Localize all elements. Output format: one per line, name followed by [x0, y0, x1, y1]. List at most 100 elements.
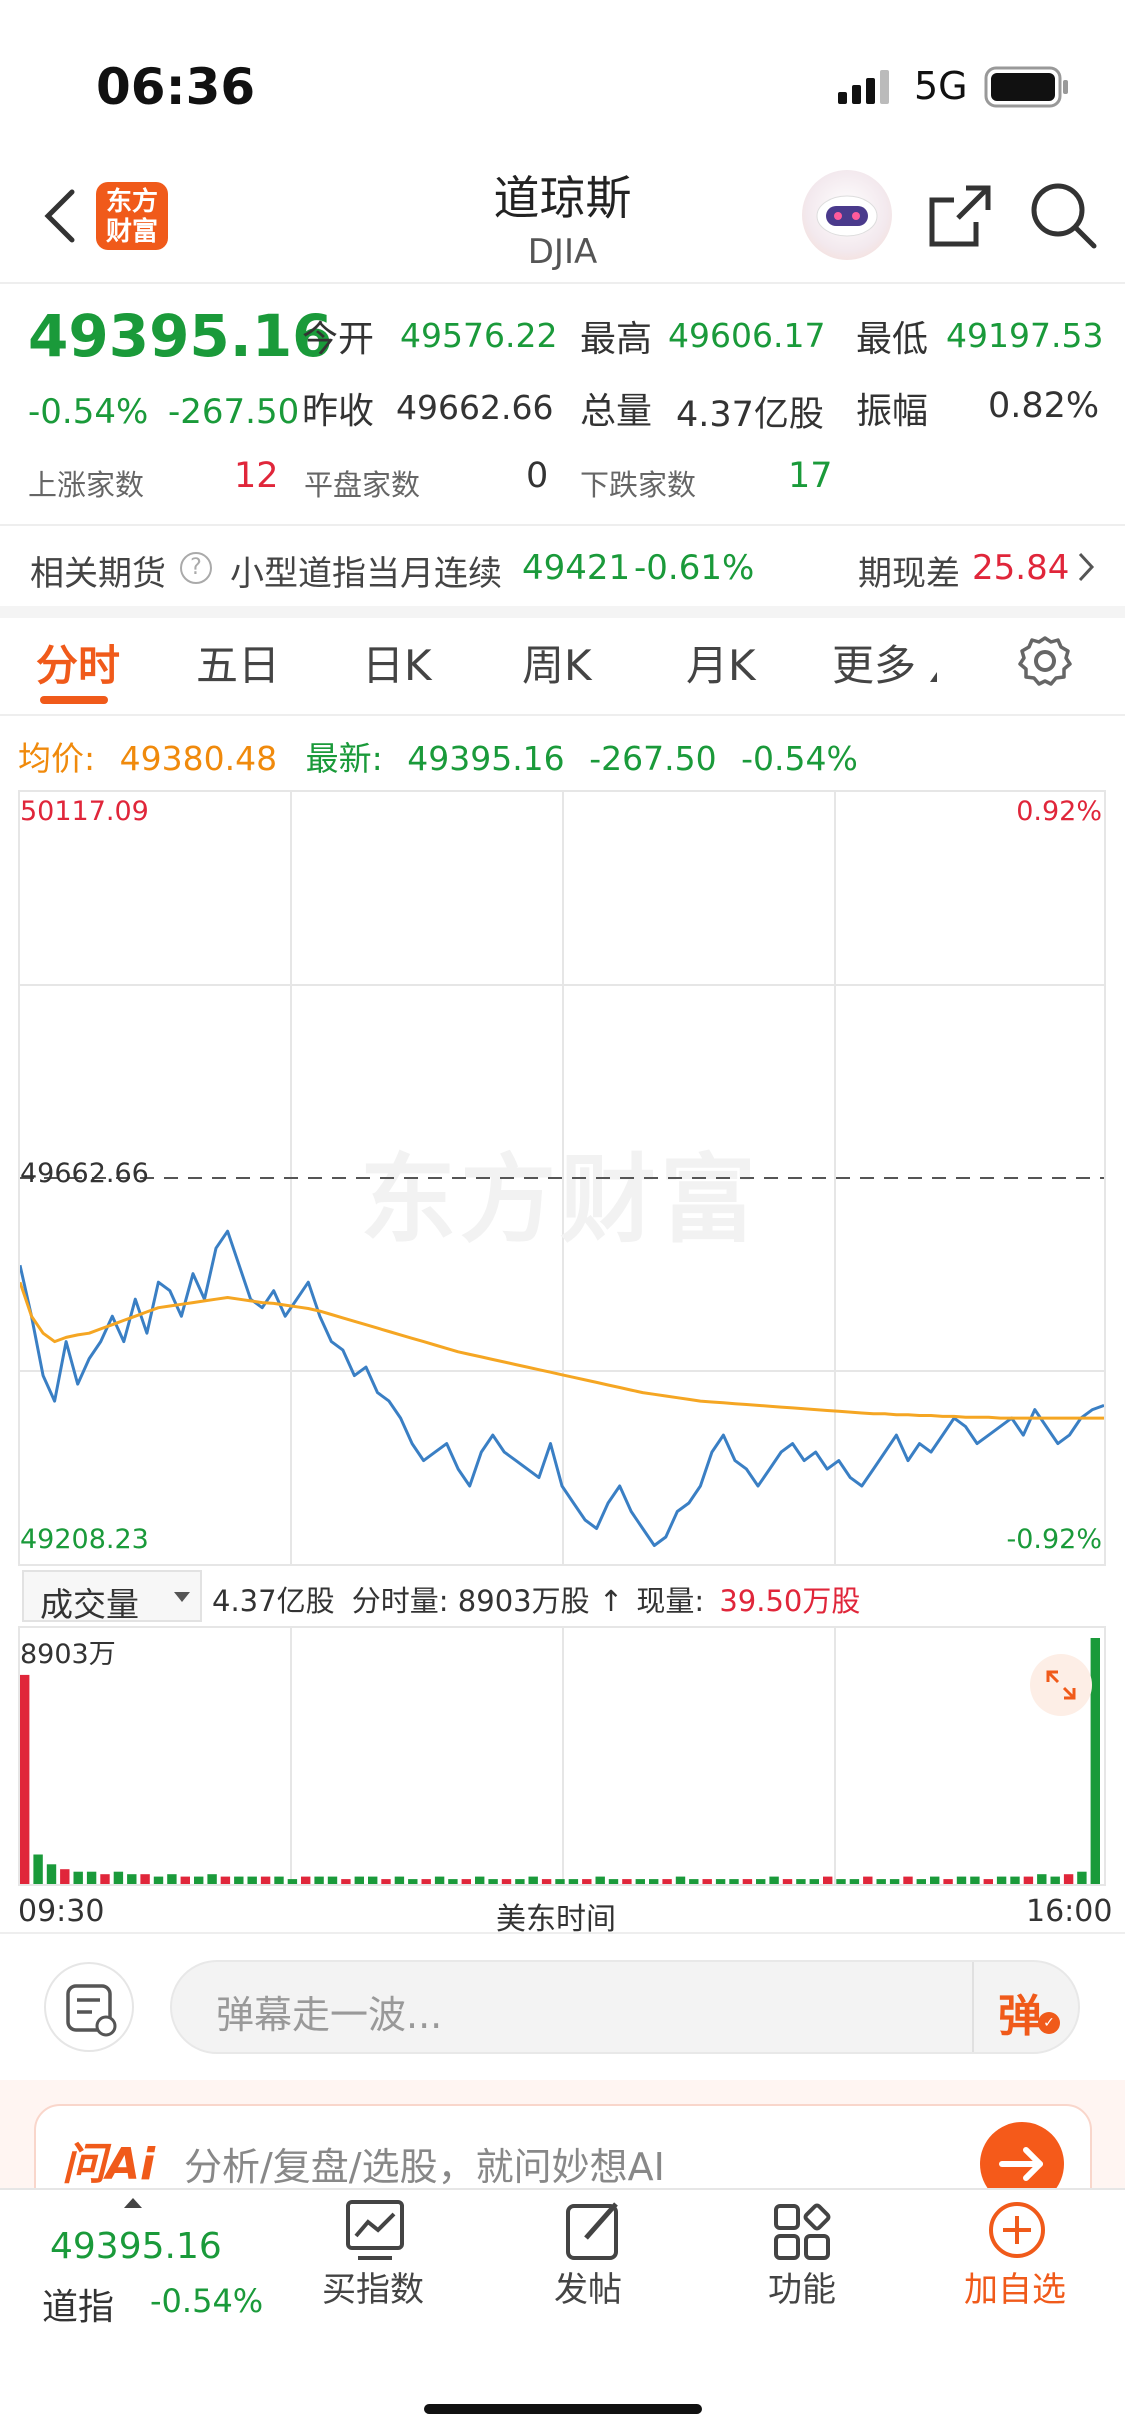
volume-bar: [394, 1876, 405, 1884]
futures-row[interactable]: 相关期货 ? 小型道指当月连续 49421 -0.61% 期现差 25.84: [0, 526, 1125, 606]
volume-bar: [207, 1874, 217, 1884]
volume-bar: [368, 1876, 378, 1884]
amplitude-value: 0.82%: [988, 386, 1100, 426]
low-value: 49197.53: [946, 316, 1104, 355]
nav-add-watchlist[interactable]: [972, 2196, 1062, 2266]
danmaku-send-button[interactable]: 弹 ✓: [972, 1962, 1080, 2052]
nav-quote-card[interactable]: 49395.16 道指 -0.54%: [0, 2190, 270, 2328]
settings-button[interactable]: [1018, 634, 1072, 688]
volume-bar: [863, 1876, 873, 1884]
page-title: 道琼斯: [493, 171, 632, 225]
help-icon[interactable]: ?: [180, 552, 212, 584]
volume-bar: [408, 1879, 418, 1884]
volume-bar: [849, 1879, 860, 1884]
nav-buy-index-label[interactable]: 买指数: [322, 2270, 424, 2310]
volume-bar: [73, 1871, 83, 1884]
chart-header: 均价: 49380.48 最新: 49395.16 -267.50 -0.54%: [18, 732, 858, 780]
volume-bar: [702, 1879, 712, 1884]
volume-bar: [287, 1879, 298, 1884]
danmaku-list-button[interactable]: [44, 1962, 134, 2052]
volume-bar: [501, 1879, 512, 1884]
expand-button[interactable]: [1030, 1654, 1092, 1716]
volume-bar: [448, 1879, 458, 1884]
futures-name: 小型道指当月连续: [230, 554, 502, 594]
volume-bar: [769, 1876, 779, 1884]
volume-bar: [180, 1876, 190, 1884]
volume-bar: [46, 1864, 57, 1884]
price-chart[interactable]: 东方财富 50117.09 0.92% 49662.66 49208.23 -0…: [18, 790, 1106, 1566]
amplitude-label: 振幅: [856, 391, 929, 432]
volume-chart[interactable]: 8903万: [18, 1626, 1106, 1886]
ai-prompt-text: 分析/复盘/选股，就问妙想AI: [184, 2145, 665, 2189]
prev-close-value: 49662.66: [396, 388, 554, 427]
high-value: 49606.17: [668, 316, 826, 355]
tab-intraday[interactable]: 分时: [36, 641, 121, 690]
volume-bar: [528, 1876, 538, 1884]
volume-bar: [220, 1876, 231, 1884]
expand-icon: [1046, 1670, 1076, 1700]
open-value: 49576.22: [400, 316, 558, 355]
volume-bar: [649, 1879, 659, 1884]
indicator-select[interactable]: 成交量: [22, 1570, 202, 1624]
x-mid-label: 美东时间: [496, 1902, 616, 1937]
x-end-label: 16:00: [1026, 1894, 1113, 1929]
tab-daily-k[interactable]: 日K: [362, 641, 432, 690]
nav-post[interactable]: [546, 2196, 636, 2266]
basis-value: 25.84: [972, 548, 1070, 588]
volume-bar: [260, 1876, 271, 1884]
volume-bar: [247, 1876, 257, 1884]
volume-bar: [461, 1879, 471, 1884]
volume-bar: [903, 1876, 913, 1884]
volume-info: 4.37亿股 分时量: 8903万股 ↑ 现量: 39.50万股: [212, 1578, 860, 1620]
volume-bar: [876, 1879, 886, 1884]
volume-bar: [809, 1879, 819, 1884]
signal-icon: [838, 70, 898, 106]
latest-label: 最新:: [305, 739, 383, 778]
nav-buy-index[interactable]: [328, 2196, 418, 2266]
volume-bar: [194, 1876, 204, 1884]
app-logo: 东方财富: [96, 182, 168, 250]
chevron-left-icon: [44, 189, 75, 243]
search-button[interactable]: [1028, 180, 1100, 252]
volume-bar: [60, 1869, 70, 1884]
danmaku-input[interactable]: 弹幕走一波... 弹 ✓: [170, 1960, 1080, 2054]
latest-change: -267.50: [589, 739, 717, 778]
latest-value: 49395.16: [407, 739, 565, 778]
add-circle-icon: [989, 2202, 1045, 2258]
prev-close-label: 昨收: [302, 391, 375, 432]
tab-five-day[interactable]: 五日: [196, 641, 281, 690]
nav-add-watchlist-label[interactable]: 加自选: [964, 2270, 1066, 2310]
nav-functions[interactable]: [758, 2196, 848, 2266]
avg-value: 49380.48: [119, 739, 278, 778]
volume-bar: [100, 1874, 110, 1884]
volume-bar: [555, 1879, 565, 1884]
ai-logo: 问Ai: [62, 2139, 156, 2190]
volume-bar: [796, 1879, 806, 1884]
check-icon: ✓: [1038, 2012, 1060, 2034]
tab-monthly-k[interactable]: 月K: [686, 641, 756, 690]
nav-functions-label[interactable]: 功能: [768, 2270, 836, 2310]
share-button[interactable]: [926, 182, 996, 250]
volume-bar: [341, 1879, 351, 1884]
volume-bars-svg: [20, 1638, 1100, 1884]
volume-bar: [381, 1879, 391, 1884]
edit-icon: [566, 2202, 618, 2260]
volume-bar: [153, 1876, 164, 1884]
tab-weekly-k[interactable]: 周K: [522, 641, 592, 690]
volume-bar: [140, 1874, 150, 1884]
caret-down-icon: [930, 672, 937, 682]
back-button[interactable]: [36, 186, 86, 246]
danmaku-send-label: 弹: [998, 1991, 1042, 2042]
search-icon: [1031, 183, 1097, 249]
avg-price-line: [20, 1281, 1104, 1420]
pct-top-label: 0.92%: [1016, 796, 1102, 827]
volume-bar: [742, 1879, 753, 1884]
robot-avatar[interactable]: [802, 170, 892, 260]
tab-more[interactable]: 更多: [832, 641, 917, 690]
y-bottom-label: 49208.23: [20, 1524, 149, 1555]
volume-bar: [608, 1879, 619, 1884]
futures-change: -0.61%: [634, 548, 755, 588]
period-volume-value: 8903万股: [457, 1584, 590, 1618]
volume-bar: [1090, 1638, 1100, 1884]
nav-post-label[interactable]: 发帖: [554, 2270, 622, 2310]
